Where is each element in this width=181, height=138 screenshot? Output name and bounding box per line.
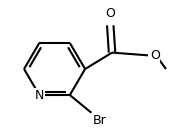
Text: O: O	[105, 7, 115, 20]
Text: O: O	[150, 49, 160, 62]
Text: N: N	[35, 89, 44, 102]
Text: Br: Br	[92, 114, 106, 127]
